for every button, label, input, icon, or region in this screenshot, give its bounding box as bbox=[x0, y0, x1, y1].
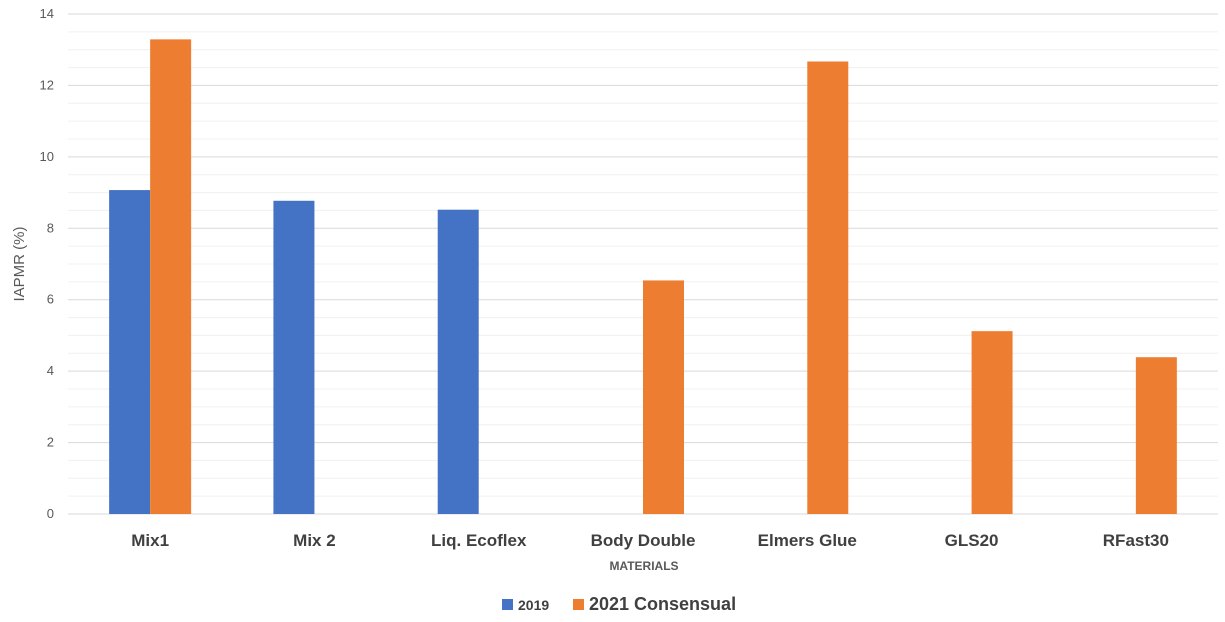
legend-label: 2019 bbox=[518, 597, 549, 613]
bar-2021-consensual-6 bbox=[1135, 357, 1177, 514]
y-axis-title: IAPMR (%) bbox=[11, 226, 28, 301]
y-tick-label: 14 bbox=[40, 6, 54, 21]
x-axis-title: MATERIALS bbox=[609, 559, 678, 573]
bar-2019-0 bbox=[109, 190, 151, 515]
x-category-label: Mix1 bbox=[131, 531, 169, 550]
bar-2019-1 bbox=[273, 200, 315, 515]
legend-swatch bbox=[573, 599, 584, 610]
y-tick-label: 2 bbox=[47, 435, 54, 450]
x-category-label: GLS20 bbox=[945, 531, 999, 550]
y-tick-label: 6 bbox=[47, 292, 54, 307]
bars bbox=[109, 39, 1177, 515]
x-category-label: Elmers Glue bbox=[758, 531, 857, 550]
legend-label: 2021 Consensual bbox=[589, 594, 736, 614]
x-category-label: Liq. Ecoflex bbox=[431, 531, 527, 550]
bar-2021-consensual-5 bbox=[971, 331, 1013, 514]
x-axis-categories: Mix1 Mix 2 Liq. Ecoflex Body Double Elmers G… bbox=[131, 531, 1169, 550]
y-tick-label: 10 bbox=[40, 149, 54, 164]
x-category-label: RFast30 bbox=[1103, 531, 1169, 550]
y-tick-label: 8 bbox=[47, 220, 54, 235]
bar-2021-consensual-0 bbox=[150, 39, 192, 514]
y-tick-label: 12 bbox=[40, 77, 54, 92]
legend-swatch bbox=[502, 599, 513, 610]
x-category-label: Mix 2 bbox=[293, 531, 336, 550]
bar-2021-consensual-4 bbox=[807, 61, 849, 514]
y-axis-ticks: 0 2 4 6 8 10 12 14 bbox=[40, 6, 54, 521]
y-tick-label: 0 bbox=[47, 506, 54, 521]
y-tick-label: 4 bbox=[47, 363, 54, 378]
x-category-label: Body Double bbox=[591, 531, 696, 550]
bar-2019-2 bbox=[437, 209, 479, 514]
legend: 2019 2021 Consensual bbox=[502, 594, 736, 614]
bar-2021-consensual-3 bbox=[643, 280, 684, 514]
